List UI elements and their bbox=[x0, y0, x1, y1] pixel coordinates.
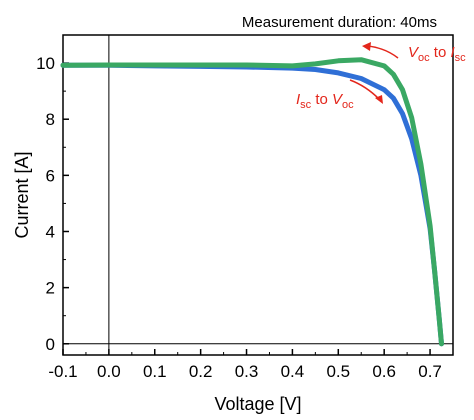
y-tick-label: 8 bbox=[46, 110, 55, 129]
annotation-arrowhead-right bbox=[375, 95, 383, 104]
x-tick-label: 0.4 bbox=[281, 362, 305, 381]
y-tick-labels: 0 2 4 6 8 10 bbox=[36, 54, 55, 354]
x-tick-label: 0.1 bbox=[143, 362, 167, 381]
annotation-voc-to-isc-label: Voc to Isc bbox=[408, 44, 466, 64]
y-tick-label: 0 bbox=[46, 335, 55, 354]
annotation-voc-to-isc: Voc to Isc bbox=[362, 42, 466, 64]
y-tick-label: 10 bbox=[36, 54, 55, 73]
annotation-isc-to-voc: Isc to Voc bbox=[296, 79, 383, 111]
annotation-arrow-left bbox=[367, 45, 399, 59]
x-axis-title: Voltage [V] bbox=[214, 394, 301, 414]
y-tick-label: 2 bbox=[46, 279, 55, 298]
measurement-duration-label: Measurement duration: 40ms bbox=[242, 14, 437, 31]
y-axis-title: Current [A] bbox=[12, 151, 32, 238]
zero-lines bbox=[63, 35, 453, 355]
x-tick-label: 0.5 bbox=[326, 362, 350, 381]
series-line-1 bbox=[60, 57, 444, 347]
x-tick-label: 0.0 bbox=[97, 362, 121, 381]
annotation-isc-to-voc-label: Isc to Voc bbox=[296, 91, 354, 111]
axis-ticks bbox=[62, 62, 431, 355]
plot-frame bbox=[62, 34, 454, 356]
x-tick-label: 0.2 bbox=[189, 362, 213, 381]
x-tick-label: 0.6 bbox=[372, 362, 396, 381]
y-tick-label: 6 bbox=[46, 166, 55, 185]
series-line-0 bbox=[60, 62, 444, 347]
series-layer bbox=[60, 57, 444, 347]
x-tick-label: 0.7 bbox=[418, 362, 442, 381]
x-tick-labels: -0.1 0.0 0.1 0.2 0.3 0.4 0.5 0.6 0.7 bbox=[48, 362, 442, 381]
annotation-arrow-right bbox=[349, 79, 380, 100]
x-tick-label: 0.3 bbox=[235, 362, 259, 381]
x-tick-label: -0.1 bbox=[48, 362, 77, 381]
y-tick-label: 4 bbox=[46, 222, 55, 241]
annotation-arrowhead-left bbox=[362, 42, 371, 51]
